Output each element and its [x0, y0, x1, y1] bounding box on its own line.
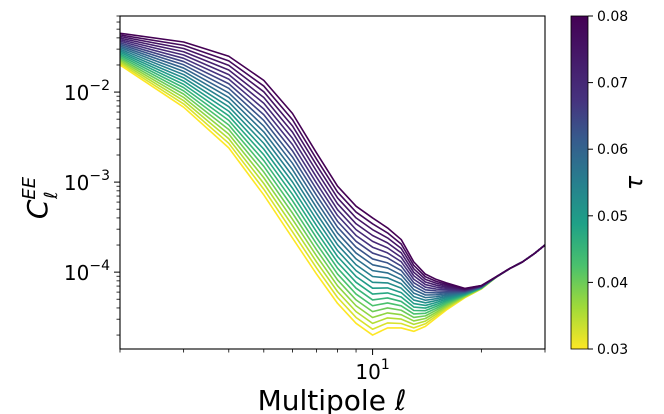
colorbar-tick-label: 0.08 [597, 9, 628, 25]
colorbar-tick-label: 0.07 [597, 76, 628, 92]
x-tick-label: 101 [355, 357, 389, 384]
colorbar-tick-label: 0.03 [597, 342, 628, 358]
series-lines [120, 32, 545, 336]
y-tick-label: 10−4 [64, 258, 110, 285]
colorbar-label: τ [620, 175, 648, 190]
series-line [120, 45, 545, 296]
colorbar-ticks: 0.03 0.04 0.05 0.06 0.07 0.08 [588, 9, 628, 358]
y-label-sub: ℓ [41, 191, 62, 199]
colorbar-tick-label: 0.06 [597, 142, 628, 158]
svg-text:CEEℓ: CEEℓ [19, 176, 62, 219]
series-line [120, 37, 545, 291]
series-line [120, 34, 545, 290]
series-line [120, 53, 545, 309]
colorbar-tick-label: 0.05 [597, 209, 628, 225]
colorbar [570, 15, 589, 350]
colorbar-tick-label: 0.04 [597, 275, 628, 291]
series-line [120, 64, 545, 336]
y-axis-ticks: 10−4 10−3 10−2 [64, 78, 120, 285]
x-axis-ticks: 101 [119, 349, 546, 384]
series-line [120, 32, 545, 290]
y-axis-label: CEEℓ [19, 176, 62, 219]
y-tick-label: 10−2 [64, 78, 110, 105]
y-label-base: C [21, 199, 54, 219]
x-axis-label: Multipole ℓ [258, 384, 407, 414]
plot-frame [119, 15, 546, 350]
y-minor-ticks [116, 15, 120, 336]
y-tick-label: 10−3 [64, 168, 110, 195]
y-label-sup: EE [19, 176, 40, 199]
